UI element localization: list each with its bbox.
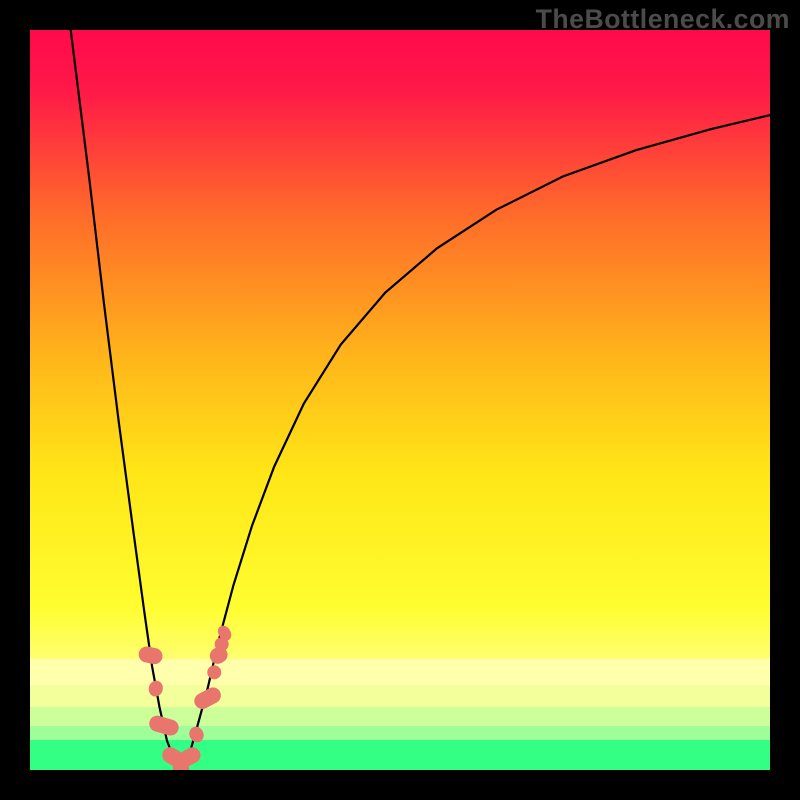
curve-right-branch [182,115,770,770]
marker-capsule-0-0 [137,645,164,666]
marker-circle-1-1 [215,637,229,651]
curve-left-branch [71,30,182,770]
marker-circle-1-0 [207,665,221,679]
plot-area [30,30,770,770]
marker-capsule-0-6 [187,724,206,744]
chart-frame: TheBottleneck.com [0,0,800,800]
marker-capsule-0-1 [147,679,164,698]
curve-layer [30,30,770,770]
marker-capsule-0-2 [147,714,180,738]
watermark-text: TheBottleneck.com [536,4,790,35]
